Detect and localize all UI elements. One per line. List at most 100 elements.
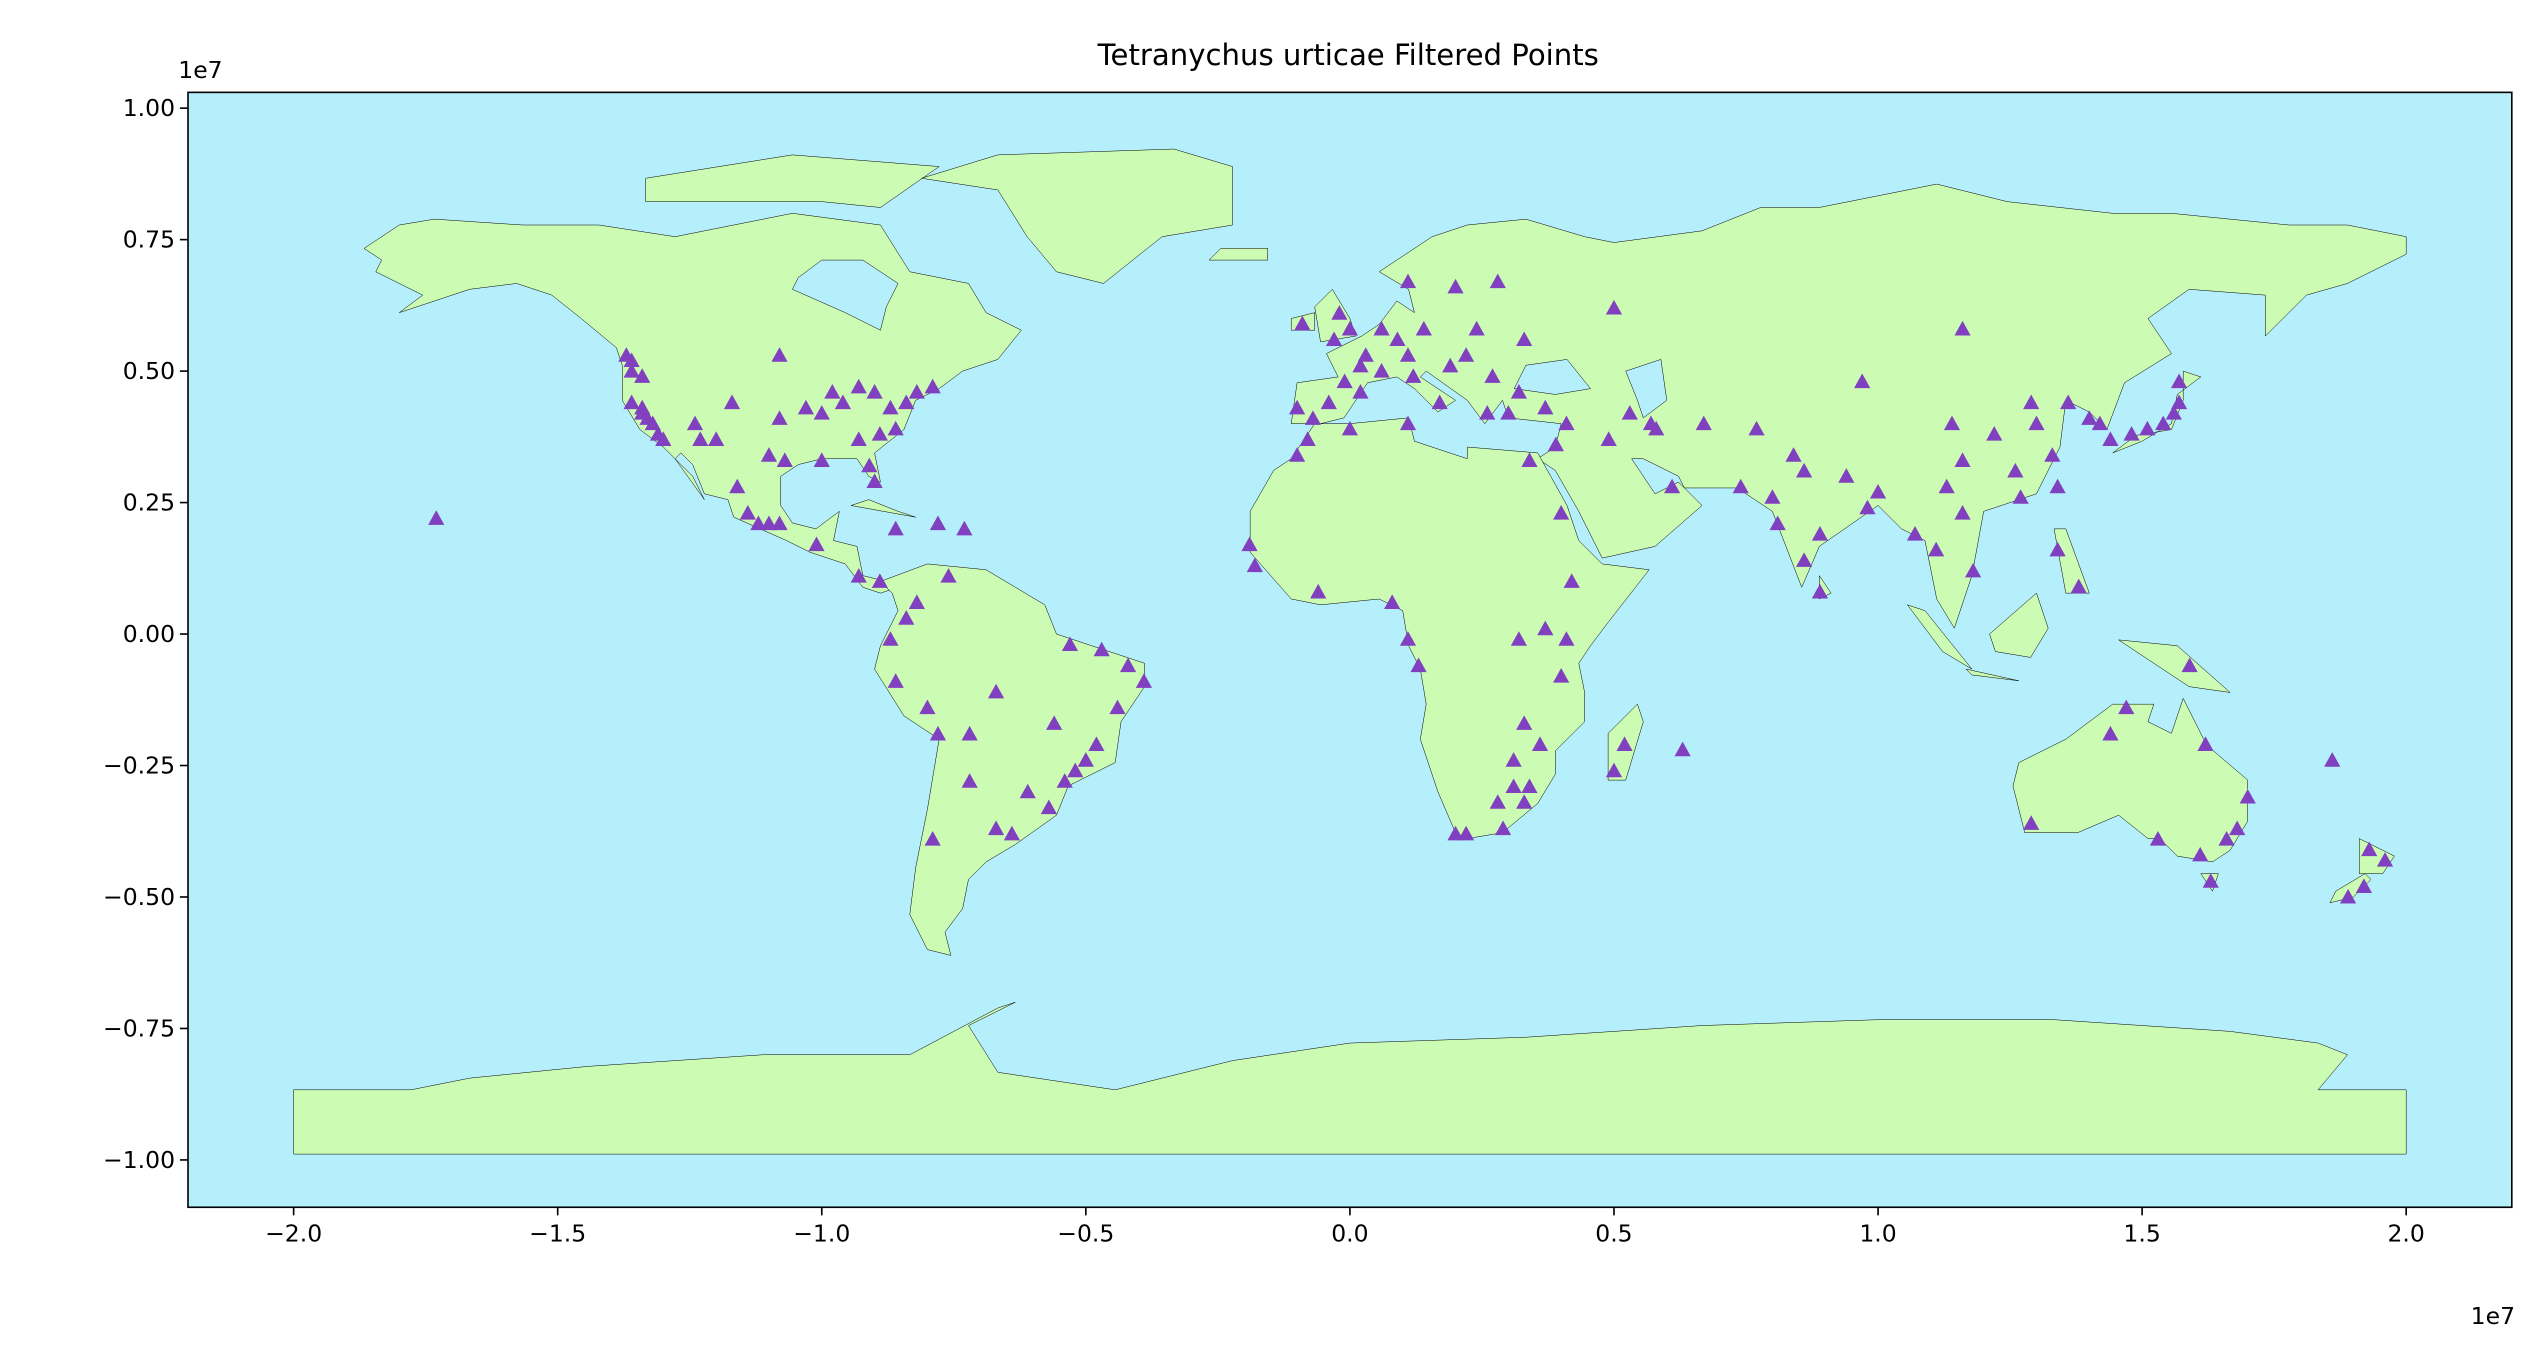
point: [887, 673, 904, 688]
point: [1954, 504, 1971, 520]
point: [1320, 394, 1337, 410]
point: [2102, 725, 2119, 741]
point: [850, 568, 867, 583]
points: [428, 273, 2394, 904]
point: [1431, 394, 1448, 410]
world-map: [294, 149, 2407, 1154]
point: [2028, 415, 2045, 431]
point: [1764, 489, 1781, 504]
point: [1246, 557, 1263, 573]
cuba: [851, 500, 916, 518]
x-tick-label: 1.5: [2123, 1219, 2160, 1247]
point: [634, 368, 651, 383]
antarctica: [294, 1002, 2407, 1154]
point: [428, 510, 445, 525]
new-zealand-south: [2330, 874, 2371, 903]
point: [919, 699, 936, 715]
x-tick-label: 0.0: [1331, 1219, 1368, 1247]
point: [834, 394, 851, 410]
point: [771, 515, 788, 531]
point: [729, 478, 746, 494]
point: [1521, 778, 1538, 794]
point: [882, 631, 899, 646]
new-guinea: [2119, 640, 2230, 693]
point: [1516, 794, 1533, 809]
point: [692, 431, 709, 446]
philippines: [2054, 529, 2089, 593]
point: [1288, 447, 1306, 462]
point: [1938, 478, 1955, 494]
point: [1965, 562, 1982, 578]
point: [808, 536, 825, 552]
point: [1088, 736, 1105, 751]
point: [1119, 657, 1137, 673]
point: [771, 410, 788, 425]
point: [1061, 636, 1079, 652]
point: [1505, 778, 1522, 794]
point: [739, 504, 756, 520]
greenland: [922, 149, 1233, 283]
south-america: [875, 564, 1145, 956]
point: [2229, 820, 2246, 836]
point: [1040, 799, 1057, 815]
point: [1795, 462, 1813, 478]
point: [898, 610, 915, 625]
point: [1294, 315, 1311, 331]
point: [2170, 373, 2188, 389]
point: [1484, 368, 1501, 383]
point: [2081, 410, 2098, 425]
point: [1869, 483, 1887, 499]
hudson-bay: [792, 260, 898, 330]
point: [1457, 825, 1475, 841]
point: [1373, 362, 1390, 378]
point: [871, 426, 888, 441]
point: [1521, 452, 1538, 467]
arctic-islands: [646, 155, 939, 208]
point: [1854, 373, 1871, 389]
point: [760, 447, 778, 462]
y-tick-label: 0.25: [123, 489, 175, 517]
sumatra: [1907, 605, 1972, 669]
point: [1373, 320, 1390, 336]
point: [2012, 489, 2029, 504]
point: [723, 394, 741, 410]
point: [2324, 752, 2341, 767]
point: [1553, 668, 1570, 683]
point: [1928, 541, 1945, 557]
point: [1442, 357, 1459, 373]
point: [1357, 347, 1374, 362]
point: [1558, 415, 1575, 431]
x-tick-label: 0.5: [1595, 1219, 1632, 1247]
y-tick-label: −0.75: [103, 1015, 175, 1043]
point: [1468, 320, 1485, 336]
point: [2023, 394, 2040, 410]
point: [771, 347, 788, 362]
point: [2361, 841, 2378, 857]
point: [1616, 736, 1633, 751]
point: [1457, 347, 1475, 362]
point: [1732, 478, 1749, 494]
point: [1399, 273, 1417, 289]
point: [750, 515, 767, 531]
point: [1019, 783, 1036, 799]
point: [1838, 468, 1855, 483]
y-tick-label: −0.25: [103, 752, 175, 780]
point: [1553, 504, 1570, 520]
point: [1093, 641, 1110, 657]
point: [1341, 420, 1359, 436]
borneo: [1990, 593, 2049, 657]
point: [1537, 620, 1554, 636]
point: [1352, 384, 1369, 399]
australia: [2013, 698, 2248, 862]
point: [655, 431, 672, 446]
point: [2044, 447, 2061, 462]
point: [1605, 762, 1623, 778]
point: [1642, 415, 1660, 431]
chart-title: Tetranychus urticae Filtered Points: [1097, 38, 1599, 72]
point: [1531, 736, 1549, 751]
point: [1906, 526, 1924, 541]
point: [1046, 715, 1063, 730]
point: [866, 473, 883, 489]
point: [708, 431, 725, 446]
java: [1966, 669, 2019, 681]
